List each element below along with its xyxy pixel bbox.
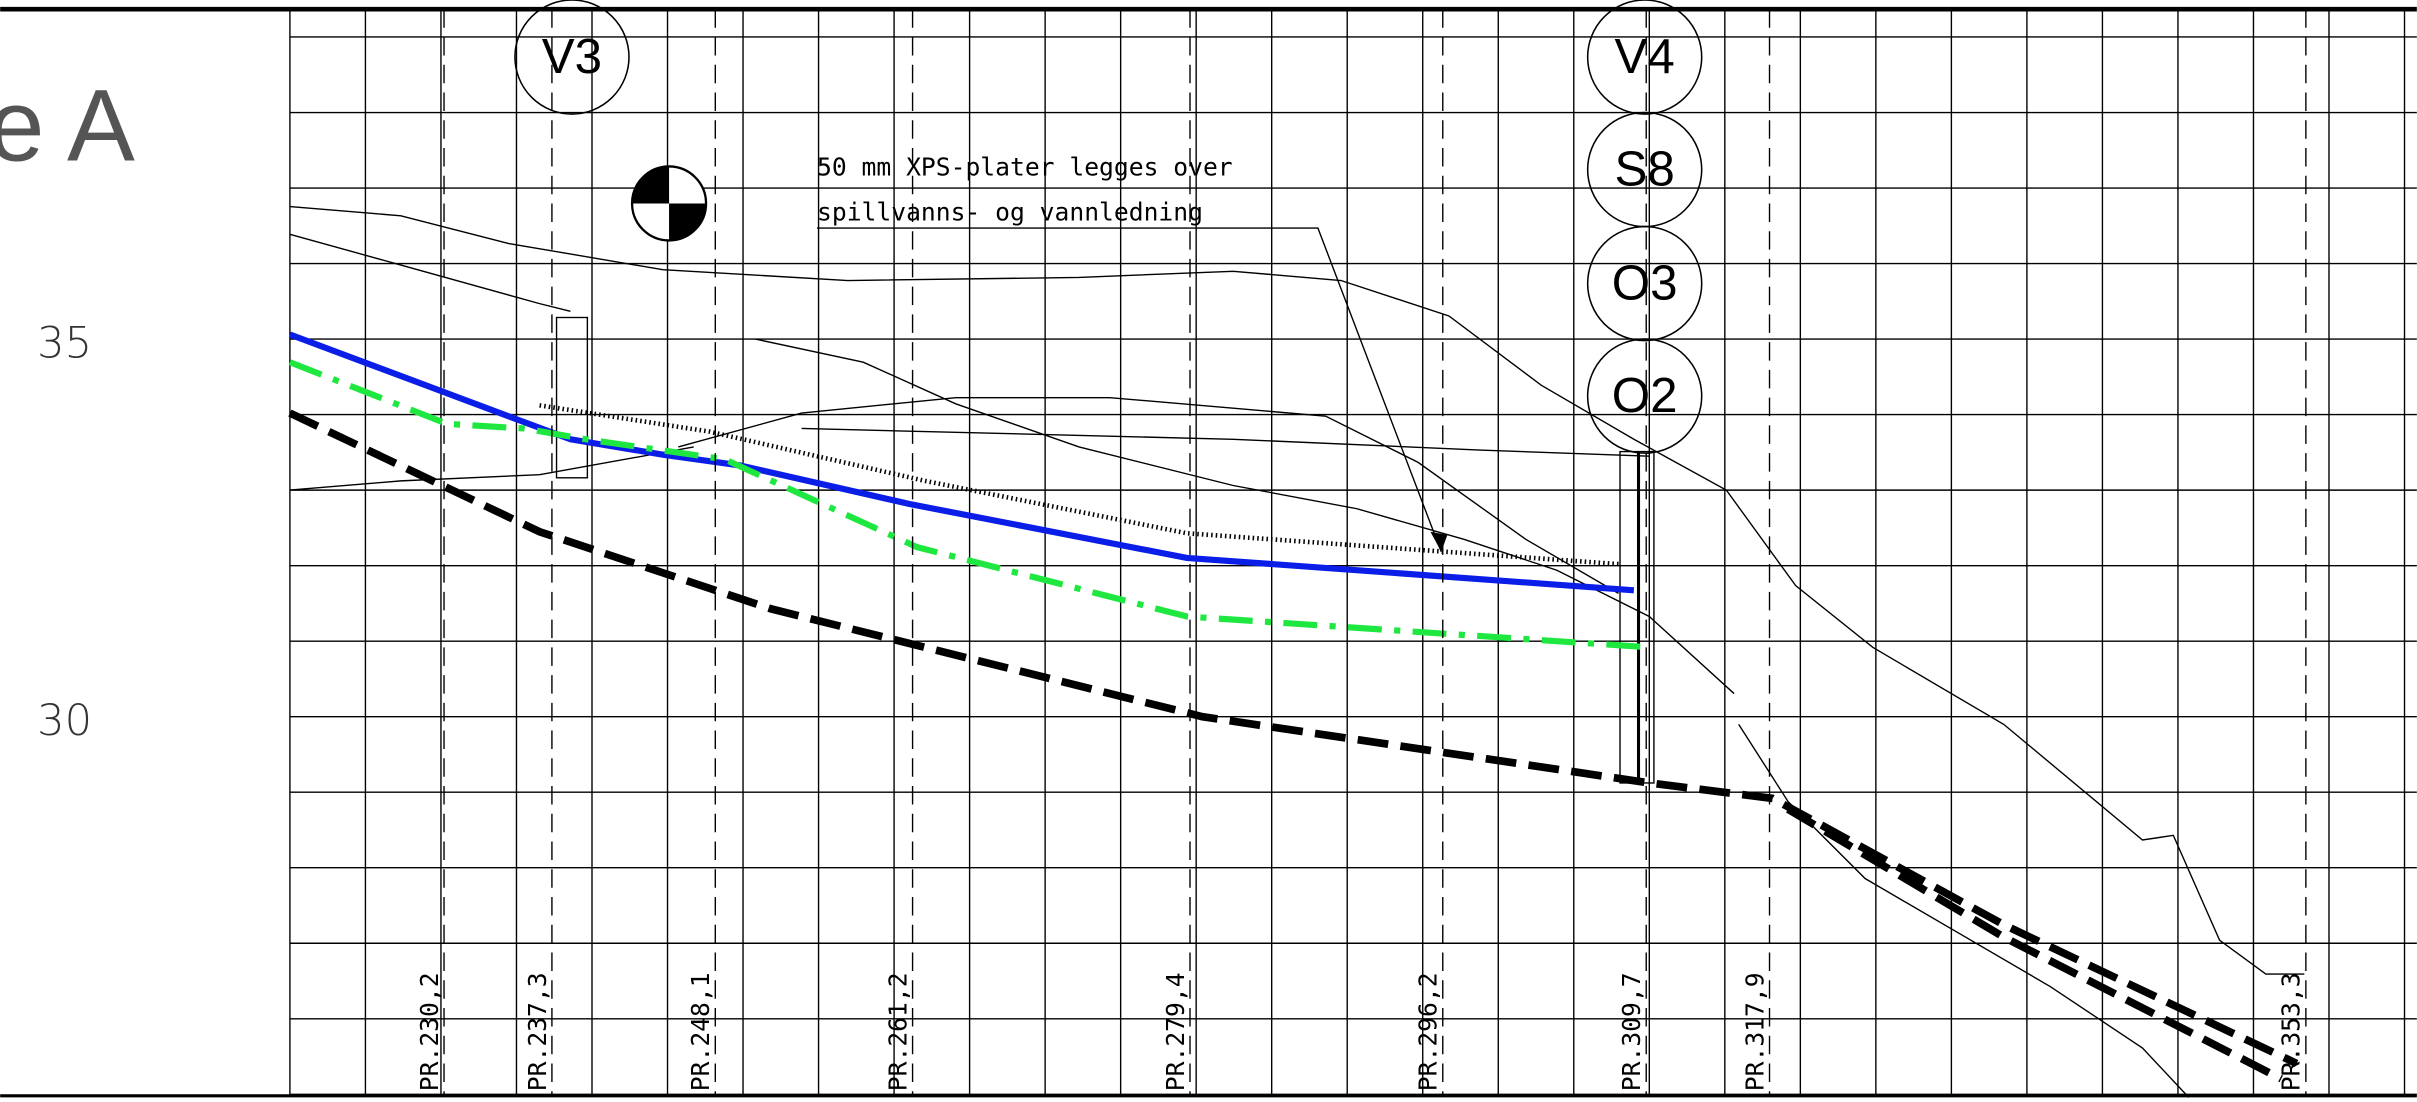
- marker-label: S8: [1615, 142, 1675, 197]
- profile-label: PR.309,7: [1617, 972, 1646, 1091]
- trench-bottom: [288, 409, 2299, 1067]
- water-pipe: [288, 331, 1635, 594]
- marker-circle: [1586, 0, 1703, 115]
- profile-label: PR.237,3: [523, 972, 552, 1091]
- insulation-board: [539, 403, 1619, 567]
- annotation: spillvanns- og vannledning: [817, 197, 1203, 226]
- profile-label: PR.248,1: [686, 972, 715, 1091]
- marker-circle: [514, 0, 630, 115]
- terrain-line: [755, 338, 1735, 695]
- terrain-line: [289, 446, 694, 491]
- profile-label: PR.317,9: [1740, 972, 1769, 1091]
- leader-line: [817, 227, 1442, 553]
- benchmark-fill: [632, 166, 707, 241]
- marker-circle: [1586, 338, 1703, 454]
- trench-bottom: [1786, 805, 2283, 1083]
- profile-label: PR.353,3: [2277, 972, 2306, 1091]
- terrain-line: [801, 427, 1650, 457]
- profile-label: PR.296,2: [1414, 972, 1443, 1091]
- terrain-line: [1738, 724, 2190, 1098]
- marker-label: V3: [542, 29, 602, 84]
- terrain-line: [678, 396, 1619, 594]
- marker-label: O3: [1612, 256, 1678, 311]
- annotation: 50 mm XPS-plater legges over: [817, 153, 1233, 182]
- profiles: PR.230,2 PR.237,3 PR.248,1 PR.261,2 PR.279,4…: [415, 9, 2307, 1096]
- profile-label: PR.261,2: [883, 972, 912, 1091]
- marker-label: O2: [1612, 368, 1678, 423]
- marker-circle: [1586, 225, 1703, 342]
- sewer-pipe: [288, 359, 1650, 651]
- terrain-line: [289, 205, 2305, 975]
- title: e A: [0, 68, 135, 182]
- marker-label: V4: [1615, 29, 1675, 84]
- markers: V3 V4 S8 O3 O2: [514, 0, 1703, 454]
- elevation-label: 35: [37, 319, 92, 369]
- manhole: [555, 316, 589, 479]
- elevation-label: 30: [37, 696, 92, 746]
- profile-label: PR.230,2: [415, 972, 444, 1091]
- terrain-line: [289, 233, 571, 313]
- profile-label: PR.279,4: [1161, 972, 1190, 1091]
